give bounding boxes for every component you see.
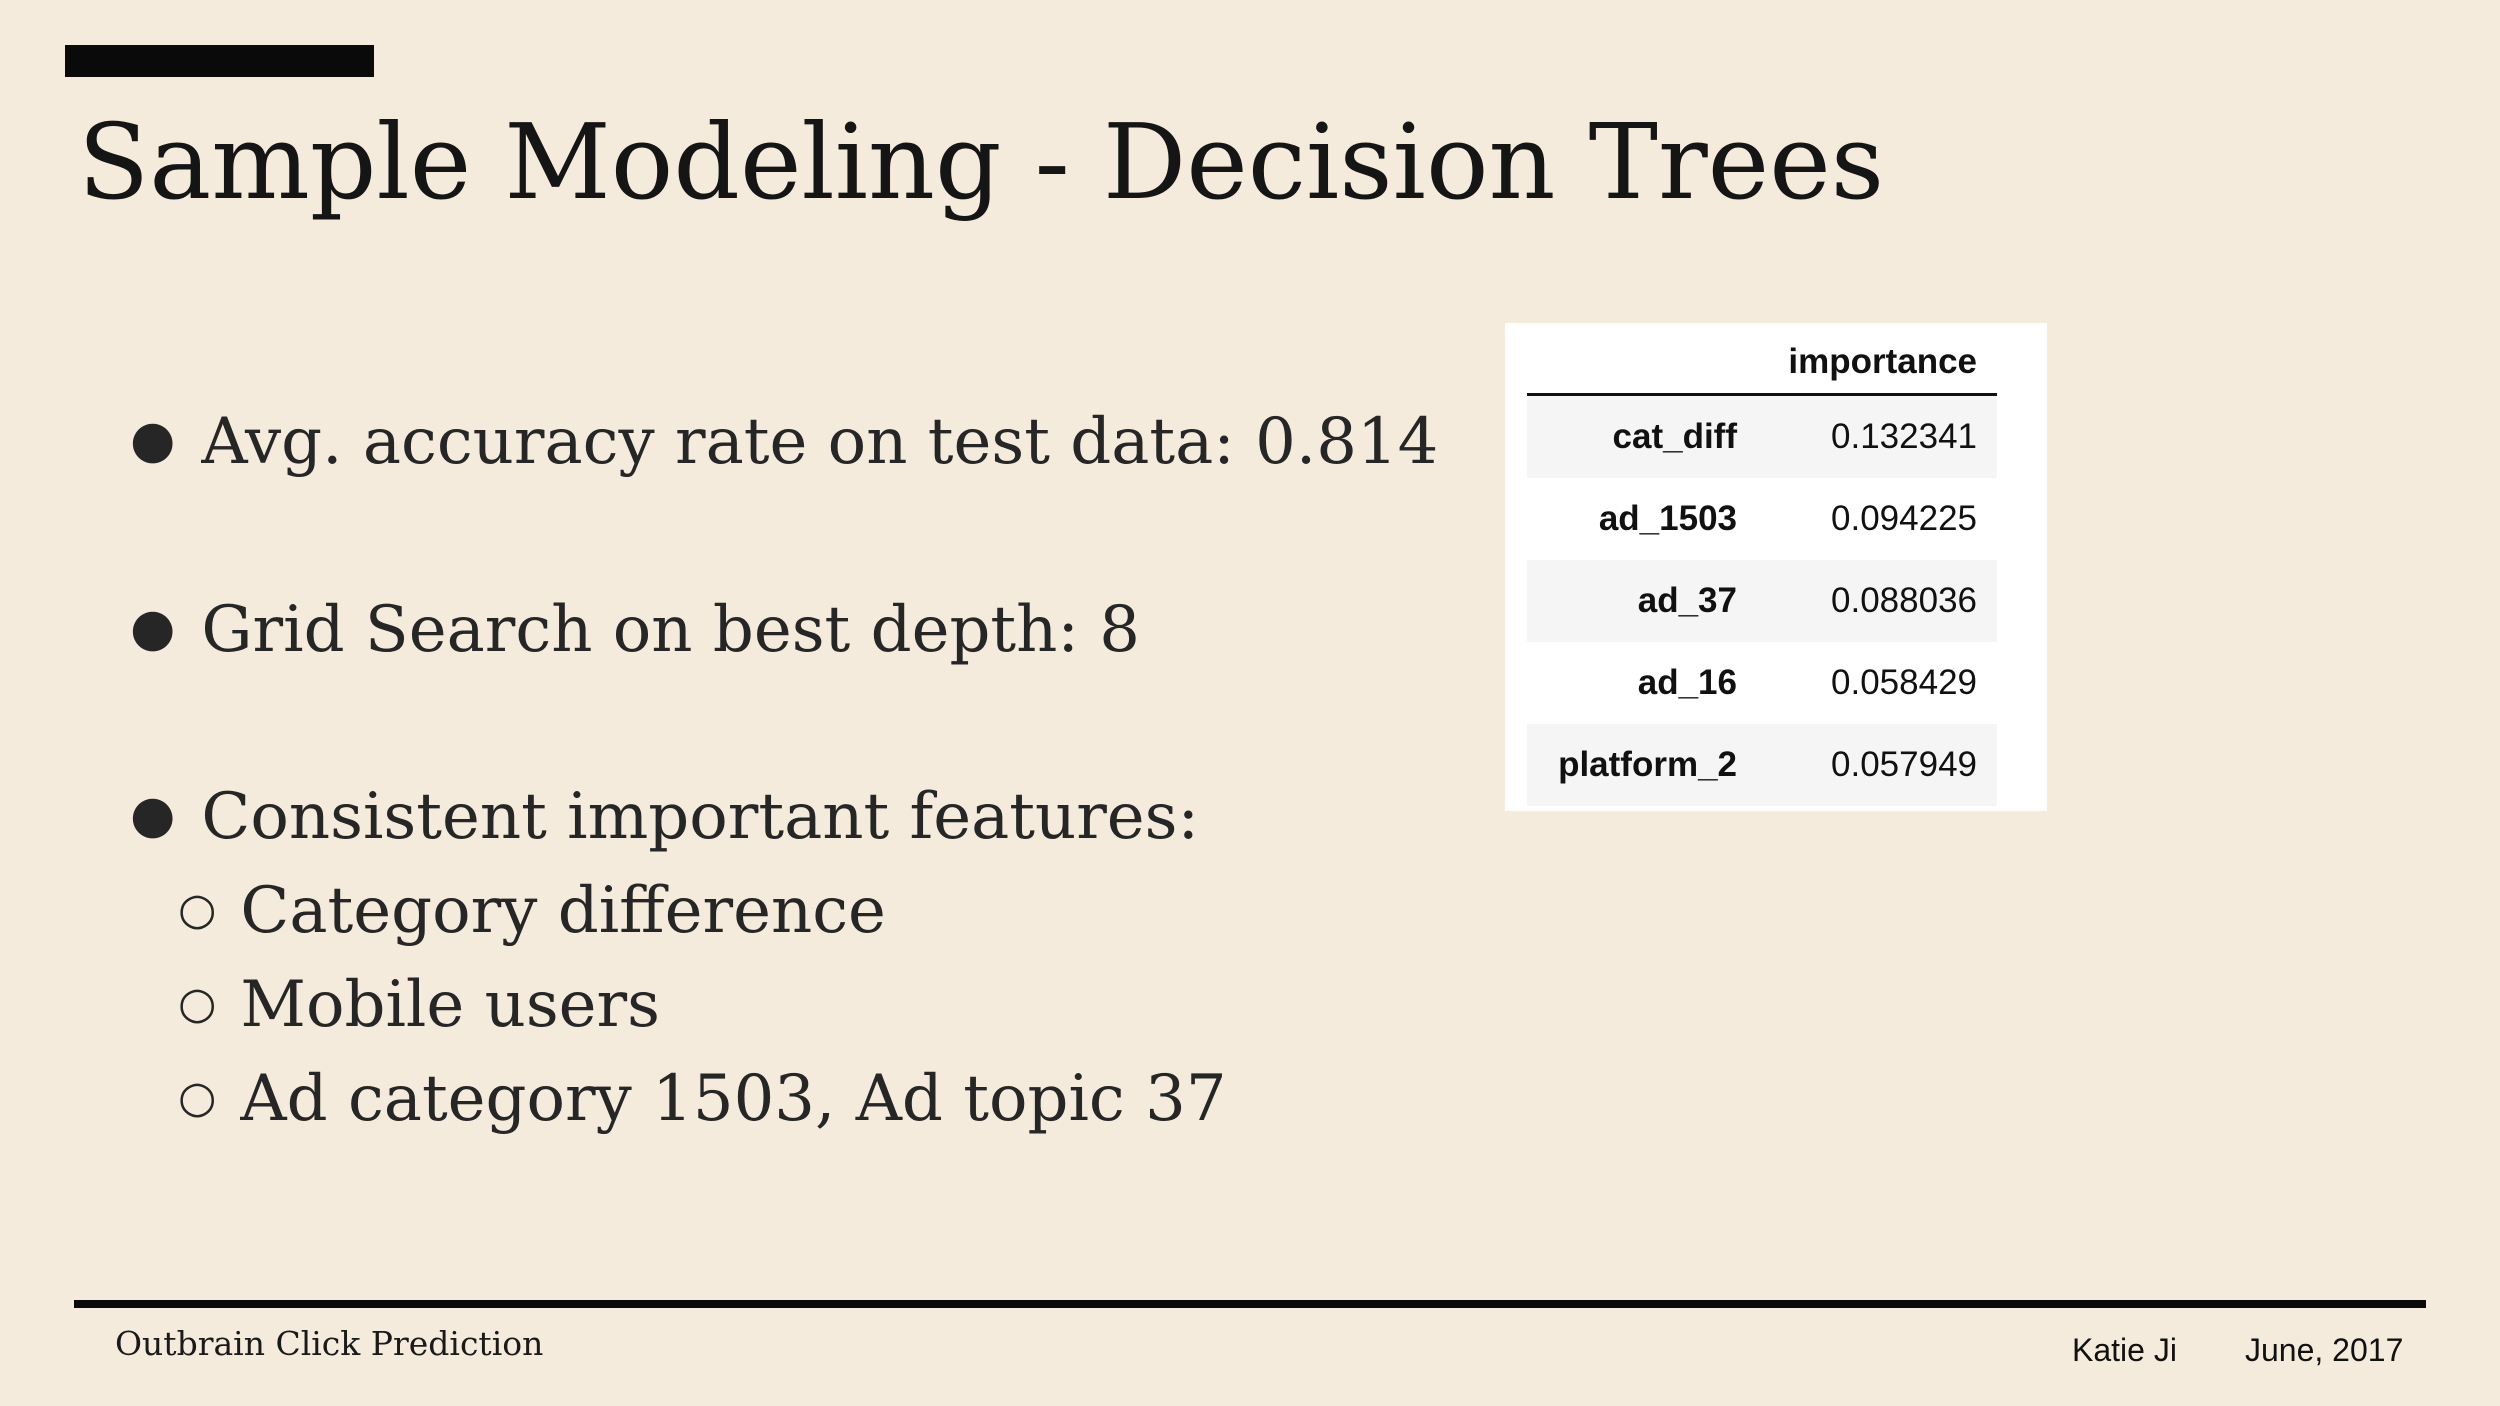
feature-importance: 0.057949 — [1757, 724, 1997, 806]
bullet-circle-icon: ○ — [178, 978, 217, 1029]
table-row: platform_2 0.057949 — [1527, 724, 1997, 806]
bullet-circle-icon: ○ — [178, 1072, 217, 1123]
sub-bullet-text: Ad category 1503, Ad topic 37 — [240, 1062, 1227, 1136]
sub-bullet-ad: ○ Ad category 1503, Ad topic 37 — [178, 1058, 1227, 1139]
bullet-depth: ● Grid Search on best depth: 8 — [130, 588, 1140, 670]
bullet-depth-text: Grid Search on best depth: 8 — [201, 593, 1140, 667]
title-accent-bar — [65, 45, 374, 77]
bullet-disc-icon: ● — [130, 785, 176, 845]
feature-name: ad_16 — [1637, 663, 1737, 702]
bullet-disc-icon: ● — [130, 410, 176, 470]
feature-name: cat_diff — [1527, 394, 1757, 478]
table-header-importance: importance — [1757, 331, 1997, 396]
table-header-blank — [1527, 331, 1757, 396]
feature-importance: 0.132341 — [1757, 394, 1997, 478]
footer-date: June, 2017 — [2245, 1332, 2404, 1368]
sub-bullet-mobile: ○ Mobile users — [178, 964, 660, 1045]
feature-importance-table: importance cat_diff 0.132341 ad_1503 0.0… — [1527, 331, 1997, 806]
bullet-accuracy-text: Avg. accuracy rate on test data: 0.814 — [201, 405, 1439, 479]
table-row: ad_1503 0.094225 — [1527, 478, 1997, 560]
feature-name: platform_2 — [1527, 724, 1757, 806]
table-header-row: importance — [1527, 331, 1997, 396]
footer-project: Outbrain Click Prediction — [115, 1324, 544, 1363]
sub-bullet-text: Mobile users — [240, 968, 660, 1042]
sub-bullet-text: Category difference — [240, 874, 886, 948]
table-row: ad_37 0.088036 — [1527, 560, 1997, 642]
table-row: cat_diff 0.132341 — [1527, 394, 1997, 478]
feature-importance-table-card: importance cat_diff 0.132341 ad_1503 0.0… — [1505, 323, 2047, 811]
feature-name: ad_37 — [1527, 560, 1757, 642]
sub-bullet-category: ○ Category difference — [178, 870, 886, 951]
feature-name: ad_1503 — [1598, 499, 1737, 538]
bullet-disc-icon: ● — [130, 598, 176, 658]
feature-importance: 0.058429 — [1831, 663, 1977, 702]
bullet-features: ● Consistent important features: — [130, 775, 1199, 857]
feature-importance: 0.094225 — [1831, 499, 1977, 538]
bullet-circle-icon: ○ — [178, 884, 217, 935]
slide-title: Sample Modeling - Decision Trees — [78, 101, 1885, 223]
footer-divider — [74, 1300, 2426, 1308]
footer-author: Katie Ji — [2072, 1332, 2177, 1368]
bullet-accuracy: ● Avg. accuracy rate on test data: 0.814 — [130, 400, 1438, 482]
table-row: ad_16 0.058429 — [1527, 642, 1997, 724]
bullet-features-text: Consistent important features: — [201, 780, 1200, 854]
feature-importance: 0.088036 — [1757, 560, 1997, 642]
